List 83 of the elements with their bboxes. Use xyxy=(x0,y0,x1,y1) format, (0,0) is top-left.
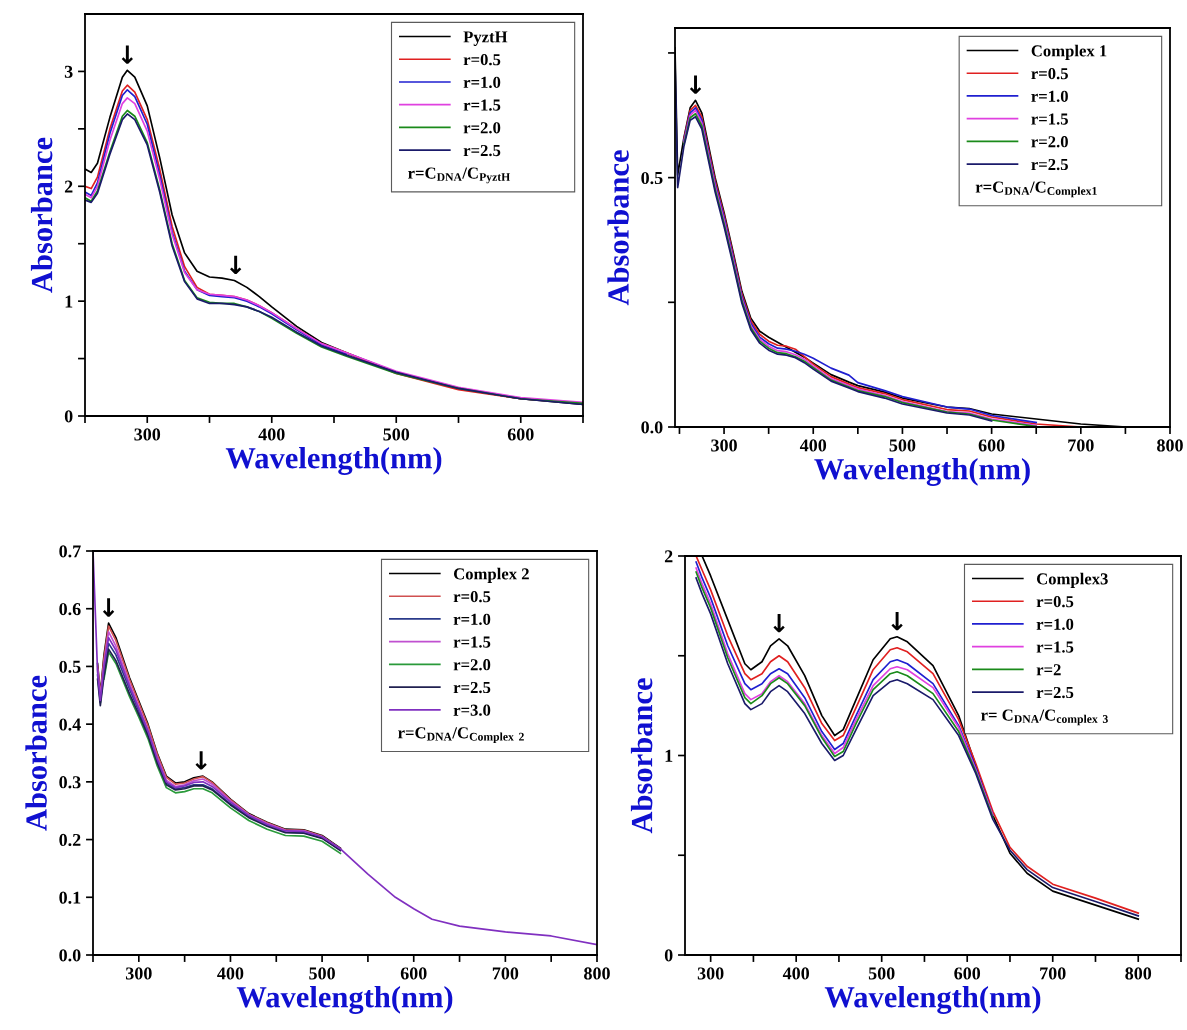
y-tick-label: 0.2 xyxy=(59,833,81,847)
legend-label: r=2.5 xyxy=(453,681,491,694)
legend-label: r=1.0 xyxy=(453,613,491,625)
y-tick-label: 0.4 xyxy=(59,718,81,731)
y-tick-label: 0.5 xyxy=(641,171,663,185)
y-tick-label: 0.1 xyxy=(59,891,81,904)
y-tick-label: 0.6 xyxy=(59,602,81,616)
x-tick-label: 400 xyxy=(782,967,810,980)
x-tick-label: 700 xyxy=(1068,439,1094,452)
annotation: ↓ xyxy=(230,255,242,274)
legend-label: r=0.5 xyxy=(463,54,501,66)
annotation: ↓ xyxy=(689,75,702,94)
legend-label: r=0.5 xyxy=(453,590,491,603)
x-axis-title: Wavelength(nm) xyxy=(225,446,442,475)
x-tick-label: 500 xyxy=(309,967,335,980)
x-tick-label: 300 xyxy=(711,439,737,452)
x-tick-label: 400 xyxy=(217,967,244,980)
legend-label: r=2.0 xyxy=(463,122,501,134)
x-tick-label: 300 xyxy=(125,967,152,980)
annotation: r=C$_{DNA}$/C$_{PyztH}$ xyxy=(408,167,511,184)
legend-label: r=2.5 xyxy=(1036,686,1074,699)
legend-label: r=1.0 xyxy=(1031,90,1068,102)
y-tick-label: 0 xyxy=(64,410,73,423)
x-tick-label: 600 xyxy=(954,967,981,980)
legend-label: r=0.5 xyxy=(1036,595,1074,608)
annotation: ↓ xyxy=(773,613,785,633)
y-axis-title: Absorbance xyxy=(607,150,629,306)
legend-label: r=1.5 xyxy=(453,636,491,648)
legend-label: Complex 2 xyxy=(453,567,529,583)
x-tick-label: 500 xyxy=(868,967,895,980)
annotation: ↓ xyxy=(121,45,133,64)
legend-label: r=2 xyxy=(1036,664,1061,676)
legend-label: Complex 1 xyxy=(1031,44,1107,60)
x-tick-label: 300 xyxy=(697,967,724,980)
annotation: ↓ xyxy=(102,598,115,617)
legend-label: r=2.5 xyxy=(1031,158,1068,171)
legend-label: r=1.0 xyxy=(1036,618,1074,630)
legend-label: PyztH xyxy=(463,31,508,46)
annotation: r=C$_{DNA}$/C$_{Complex1}$ xyxy=(975,181,1097,198)
y-tick-label: 0.0 xyxy=(641,421,663,434)
annotation: r= C$_{DNA}$/C$_{complex 3}$ xyxy=(981,709,1108,726)
x-tick-label: 700 xyxy=(1040,967,1066,980)
y-tick-label: 0.3 xyxy=(59,776,81,789)
x-axis-title: Wavelength(nm) xyxy=(824,985,1041,1014)
x-tick-label: 500 xyxy=(889,439,916,452)
x-tick-label: 800 xyxy=(584,967,610,980)
x-tick-label: 300 xyxy=(134,428,161,441)
y-axis-title: Absorbance xyxy=(630,678,653,834)
x-tick-label: 600 xyxy=(978,439,1005,452)
y-tick-label: 1 xyxy=(65,295,73,308)
legend-label: Complex3 xyxy=(1036,572,1108,588)
x-tick-label: 800 xyxy=(1125,967,1152,980)
legend-label: r=1.0 xyxy=(463,76,501,89)
x-tick-label: 600 xyxy=(507,428,534,441)
y-tick-label: 2 xyxy=(64,180,73,193)
y-tick-label: 0.7 xyxy=(59,545,81,558)
y-tick-label: 3 xyxy=(64,65,73,78)
legend-label: r=1.5 xyxy=(1031,113,1068,125)
y-tick-label: 0 xyxy=(664,949,673,962)
x-tick-label: 700 xyxy=(492,967,519,980)
legend-label: r=0.5 xyxy=(1031,67,1068,80)
legend-label: r=2.0 xyxy=(1031,136,1068,148)
x-tick-label: 500 xyxy=(383,428,410,441)
x-tick-label: 400 xyxy=(799,439,827,452)
y-tick-label: 0.0 xyxy=(59,949,81,962)
y-axis-title: Absorbance xyxy=(30,137,53,293)
y-tick-label: 2 xyxy=(664,550,673,563)
legend-label: r=2.5 xyxy=(463,144,501,157)
annotation: r=C$_{DNA}$/C$_{Complex 2}$ xyxy=(398,727,524,743)
y-tick-label: 0.5 xyxy=(59,660,81,673)
legend-label: r=1.5 xyxy=(1036,641,1074,653)
x-tick-label: 400 xyxy=(258,428,285,441)
y-tick-label: 1 xyxy=(665,749,673,762)
x-axis-title: Wavelength(nm) xyxy=(814,457,1030,486)
annotation: ↓ xyxy=(891,611,903,631)
legend-label: r=2.0 xyxy=(453,659,491,671)
legend-label: r=1.5 xyxy=(463,99,501,111)
x-axis-title: Wavelength(nm) xyxy=(236,985,453,1014)
x-tick-label: 800 xyxy=(1157,439,1183,452)
legend-label: r=3.0 xyxy=(453,704,491,716)
x-tick-label: 600 xyxy=(400,967,427,980)
annotation: ↓ xyxy=(195,751,207,770)
y-axis-title: Absorbance xyxy=(25,675,47,831)
